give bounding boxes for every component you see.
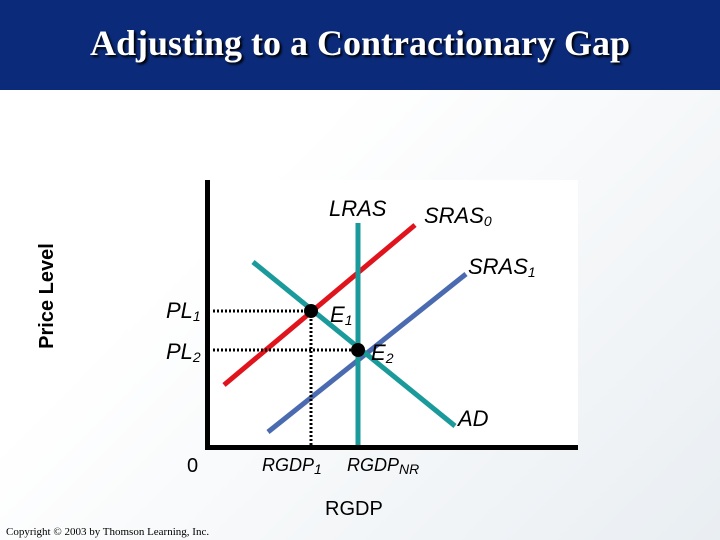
chart-panel — [210, 180, 578, 448]
ad-curve — [251, 260, 457, 428]
lras-label: LRAS — [329, 196, 387, 221]
pl2-label: PL2 — [166, 339, 201, 365]
y-axis-title: Price Level — [36, 243, 58, 349]
sras1-label: SRAS1 — [468, 254, 536, 280]
copyright-notice: Copyright © 2003 by Thomson Learning, In… — [6, 526, 210, 538]
sras0-curve — [222, 223, 417, 387]
origin-label: 0 — [187, 455, 199, 477]
rgdpnr-label: RGDPNR — [347, 455, 420, 477]
y-axis — [205, 180, 210, 450]
e2-label: E2 — [371, 340, 394, 366]
e1-label: E1 — [330, 302, 353, 328]
ad-label: AD — [458, 406, 489, 431]
e1-point — [304, 304, 318, 318]
pl1-label: PL1 — [166, 298, 201, 324]
slide-title: Adjusting to a Contractionary Gap — [89, 23, 631, 63]
sras0-label: SRAS0 — [424, 203, 492, 229]
e2-point — [351, 343, 365, 357]
x-axis — [205, 445, 578, 450]
x-axis-title: RGDP — [325, 498, 383, 520]
rgdp1-label: RGDP1 — [262, 455, 322, 477]
title-bar — [0, 0, 720, 90]
